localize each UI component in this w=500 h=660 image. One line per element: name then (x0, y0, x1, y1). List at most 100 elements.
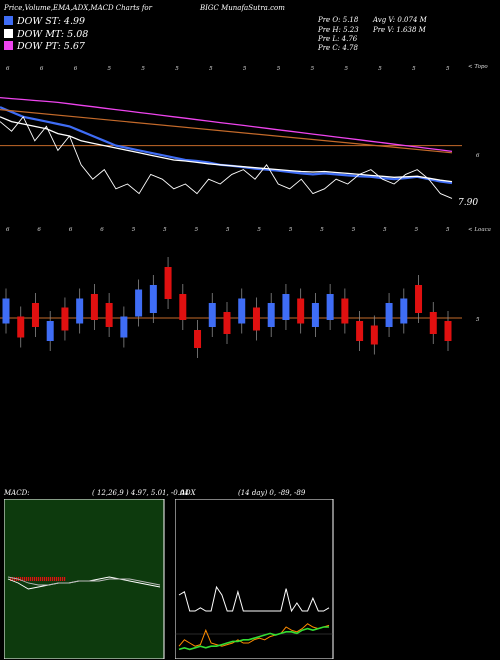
volume-candle (238, 298, 246, 324)
macd-histogram-bar (20, 577, 22, 581)
volume-candle (120, 316, 128, 338)
macd-histogram-bar (28, 577, 30, 581)
macd-histogram-bar (64, 577, 66, 581)
volume-candle (164, 267, 172, 299)
tick-label: 5 (163, 227, 167, 233)
adx-series-adx (178, 585, 330, 613)
chart-title-left: Price,Volume,EMA,ADX,MACD Charts for (4, 4, 152, 12)
tick-label: 6 (73, 66, 78, 72)
tick-label: 5 (383, 227, 387, 233)
volume-candle (429, 312, 437, 334)
volume-candle (46, 321, 54, 341)
dow-mt-swatch (4, 29, 13, 38)
macd-histogram-bar (52, 577, 54, 581)
volume-chart (0, 257, 462, 358)
volume-candle (297, 298, 305, 324)
volume-candle (179, 294, 187, 320)
volume-candle (370, 325, 378, 345)
volume-candle (267, 303, 275, 327)
tick-label: 6 (39, 66, 44, 72)
volume-candle (252, 307, 260, 331)
macd-histogram-bar (12, 577, 14, 581)
tick-label: 5 (226, 227, 230, 233)
price-last-value: 7.90 (458, 198, 479, 208)
adx-label: ADX (180, 489, 196, 497)
price-right-label: < Topo (468, 64, 488, 70)
tick-label: 5 (412, 66, 416, 72)
tick-label: 6 (6, 227, 10, 233)
volume-candle (149, 285, 157, 313)
tick-label: 5 (446, 227, 450, 233)
macd-label: MACD: (4, 489, 30, 497)
series-line-dow-mt (0, 116, 453, 183)
stat-pre-close: Pre C: 4.78 (318, 44, 358, 52)
tick-label: 5 (414, 227, 419, 233)
tick-label: 5 (141, 66, 145, 72)
tick-label: 5 (378, 66, 382, 72)
volume-candle (341, 298, 349, 324)
stat-avg-volume: Avg V: 0.074 M (373, 16, 427, 24)
tick-label: 5 (320, 227, 324, 233)
macd-histogram-bar (36, 577, 38, 581)
tick-label: 5 (194, 227, 199, 233)
macd-histogram-bar (32, 577, 34, 581)
macd-histogram-bar (56, 577, 58, 581)
macd-histogram-bar (34, 577, 36, 581)
macd-params: ( 12,26,9 ) 4.97, 5.01, -0.04 (92, 489, 189, 497)
volume-candle (135, 289, 143, 317)
tick-label: 5 (288, 227, 293, 233)
volume-candle (208, 303, 216, 327)
volume-candle (194, 330, 202, 348)
volume-candle (17, 316, 25, 338)
macd-histogram-bar (26, 577, 28, 581)
macd-histogram-bar (48, 577, 50, 581)
tick-label: 5 (131, 227, 136, 233)
volume-candle (282, 294, 290, 320)
tick-label: 6 (100, 227, 104, 233)
macd-histogram-bar (10, 577, 12, 581)
series-line-price (0, 115, 453, 199)
volume-candle (444, 321, 452, 341)
series-line-dow-pt (0, 96, 453, 153)
volume-right-tick: 5 (476, 317, 480, 323)
macd-histogram-bar (14, 577, 16, 581)
tick-label: 5 (351, 227, 356, 233)
tick-label: 6 (37, 227, 41, 233)
volume-candle (90, 294, 98, 320)
volume-candle (400, 298, 408, 324)
volume-right-label: < Loaca (468, 227, 491, 233)
adx-series-di (178, 623, 330, 647)
volume-candle (223, 312, 231, 334)
stat-pre-volume: Pre V: 1.638 M (373, 26, 426, 34)
volume-candle (2, 298, 10, 324)
dow-mt-legend: DOW MT: 5.08 (4, 29, 88, 40)
adx-chart (175, 499, 334, 659)
dow-st-swatch (4, 16, 13, 25)
dow-st-legend: DOW ST: 4.99 (4, 16, 85, 27)
chart-title-right: BIGC MunafaSutra.com (200, 4, 285, 12)
price-right-tick: 6 (476, 153, 480, 159)
volume-candle (311, 303, 319, 327)
volume-candle (415, 285, 423, 313)
tick-label: 5 (175, 66, 179, 72)
series-line-ema-slow (0, 109, 453, 154)
macd-histogram-bar (22, 577, 24, 581)
tick-label: 6 (6, 66, 10, 72)
macd-histogram-bar (44, 577, 46, 581)
adx-params: (14 day) 0, -89, -89 (238, 489, 306, 497)
tick-label: 5 (276, 66, 281, 72)
tick-label: 5 (242, 66, 247, 72)
macd-histogram-bar (30, 577, 32, 581)
dow-pt-legend: DOW PT: 5.67 (4, 41, 85, 52)
tick-label: 5 (209, 66, 213, 72)
volume-candle (326, 294, 334, 320)
macd-histogram-bar (50, 577, 52, 581)
macd-histogram-bar (42, 577, 44, 581)
macd-histogram-bar (54, 577, 56, 581)
tick-label: 5 (107, 66, 112, 72)
stat-pre-low: Pre L: 4.76 (318, 35, 358, 43)
dow-st-label: DOW ST: 4.99 (17, 16, 86, 27)
adx-background (175, 499, 334, 659)
macd-histogram-bar (38, 577, 40, 581)
macd-histogram-bar (40, 577, 42, 581)
